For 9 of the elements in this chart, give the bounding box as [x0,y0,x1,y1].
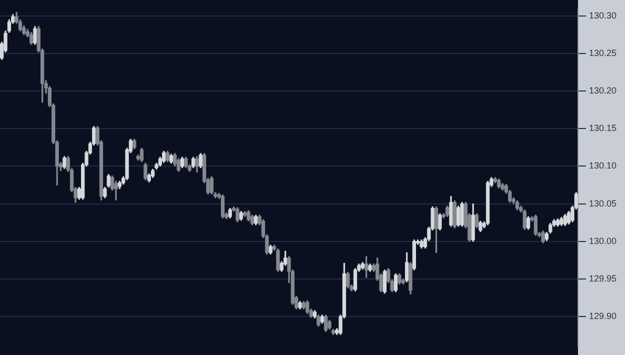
y-tick-label: 130.20 [589,86,617,96]
y-tick-label: 129.90 [589,311,617,322]
y-tick-label: 130.10 [589,160,617,171]
y-tick-label: 129.95 [589,273,617,284]
y-tick-label: 130.15 [589,123,617,134]
y-tick-label: 130.05 [589,198,617,208]
y-tick-label: 130.25 [589,48,617,58]
y-tick-label: 130.30 [589,10,617,20]
y-tick-label: 130.00 [589,236,617,246]
